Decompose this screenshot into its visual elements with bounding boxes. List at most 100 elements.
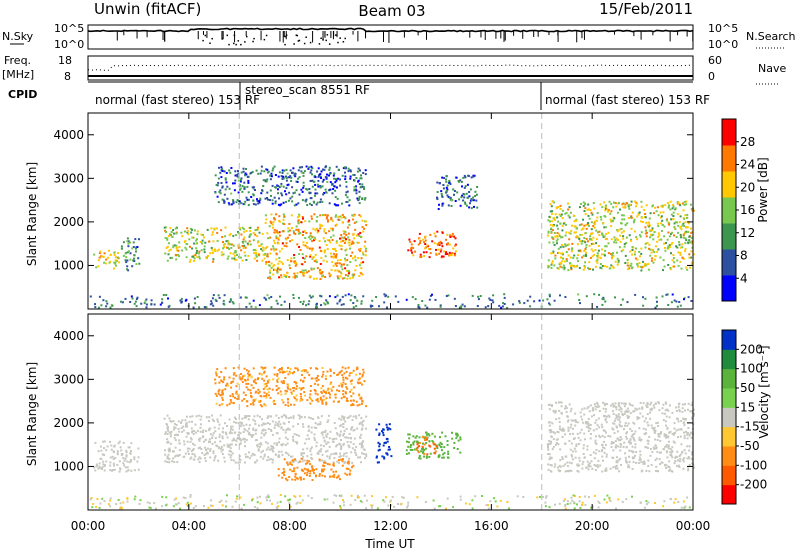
echo-cell xyxy=(213,420,215,422)
echo-cell xyxy=(225,177,227,179)
echo-cell xyxy=(299,194,301,196)
echo-cell xyxy=(691,404,693,406)
echo-cell xyxy=(258,400,260,402)
echo-cell xyxy=(348,367,350,369)
echo-cell xyxy=(329,202,331,204)
echo-cell xyxy=(426,437,428,439)
echo-cell xyxy=(317,186,319,188)
echo-cell xyxy=(259,198,261,200)
echo-cell xyxy=(346,456,348,458)
echo-cell xyxy=(243,247,245,249)
echo-cell xyxy=(625,432,627,434)
echo-cell xyxy=(126,240,128,242)
echo-cell xyxy=(240,249,242,251)
echo-cell xyxy=(678,406,680,408)
echo-cell xyxy=(291,196,293,198)
echo-cell xyxy=(574,437,576,439)
echo-cell xyxy=(596,402,598,404)
echo-cell xyxy=(329,383,331,385)
echo-cell xyxy=(354,229,356,231)
echo-cell xyxy=(310,166,312,168)
echo-cell xyxy=(572,433,574,435)
clutter-cell xyxy=(386,307,388,309)
echo-cell xyxy=(310,385,312,387)
echo-cell xyxy=(263,170,265,172)
echo-cell xyxy=(326,181,328,183)
echo-cell xyxy=(648,244,650,246)
echo-cell xyxy=(691,237,693,239)
echo-cell xyxy=(335,427,337,429)
echo-cell xyxy=(618,261,620,263)
echo-cell xyxy=(282,176,284,178)
echo-cell xyxy=(265,441,267,443)
clutter-cell xyxy=(362,295,364,297)
echo-cell xyxy=(234,189,236,191)
echo-cell xyxy=(561,267,563,269)
echo-cell xyxy=(202,431,204,433)
clutter-cell xyxy=(462,304,464,306)
echo-cell xyxy=(624,405,626,407)
echo-cell xyxy=(560,253,562,255)
echo-cell xyxy=(667,202,669,204)
echo-cell xyxy=(566,462,568,464)
echo-cell xyxy=(320,391,322,393)
echo-cell xyxy=(327,441,329,443)
echo-cell xyxy=(644,420,646,422)
echo-cell xyxy=(408,437,410,439)
echo-cell xyxy=(466,205,468,207)
echo-cell xyxy=(612,466,614,468)
echo-cell xyxy=(638,462,640,464)
echo-cell xyxy=(610,225,612,227)
echo-cell xyxy=(610,210,612,212)
echo-cell xyxy=(407,433,409,435)
echo-cell xyxy=(240,425,242,427)
clutter-cell xyxy=(596,306,598,308)
echo-cell xyxy=(325,189,327,191)
clutter-cell xyxy=(253,300,255,302)
echo-cell xyxy=(208,241,210,243)
echo-cell xyxy=(320,397,322,399)
echo-cell xyxy=(269,415,271,417)
echo-cell xyxy=(567,427,569,429)
echo-cell xyxy=(282,242,284,244)
echo-cell xyxy=(604,403,606,405)
echo-cell xyxy=(686,269,688,271)
echo-cell xyxy=(597,212,599,214)
echo-cell xyxy=(348,458,350,460)
echo-cell xyxy=(559,459,561,461)
echo-cell xyxy=(462,200,464,202)
echo-cell xyxy=(278,417,280,419)
echo-cell xyxy=(313,437,315,439)
clutter-cell xyxy=(293,495,295,497)
freq-left-tick-top: 18 xyxy=(58,54,72,67)
noise-dot xyxy=(285,36,287,38)
echo-cell xyxy=(112,456,114,458)
echo-cell xyxy=(272,224,274,226)
echo-cell xyxy=(675,207,677,209)
echo-cell xyxy=(341,397,343,399)
echo-cell xyxy=(614,432,616,434)
echo-cell xyxy=(187,230,189,232)
echo-cell xyxy=(575,450,577,452)
echo-cell xyxy=(645,247,647,249)
echo-cell xyxy=(111,449,113,451)
clutter-cell xyxy=(472,507,474,509)
echo-cell xyxy=(637,266,639,268)
echo-cell xyxy=(558,248,560,250)
echo-cell xyxy=(280,269,282,271)
echo-cell xyxy=(265,395,267,397)
echo-cell xyxy=(230,457,232,459)
echo-cell xyxy=(130,450,132,452)
clutter-cell xyxy=(325,299,327,301)
echo-cell xyxy=(205,460,207,462)
echo-cell xyxy=(441,193,443,195)
echo-cell xyxy=(645,470,647,472)
echo-cell xyxy=(588,423,590,425)
echo-cell xyxy=(212,258,214,260)
echo-cell xyxy=(164,449,166,451)
echo-cell xyxy=(306,460,308,462)
echo-cell xyxy=(339,262,341,264)
echo-cell xyxy=(337,178,339,180)
clutter-cell xyxy=(320,295,322,297)
echo-cell xyxy=(685,248,687,250)
